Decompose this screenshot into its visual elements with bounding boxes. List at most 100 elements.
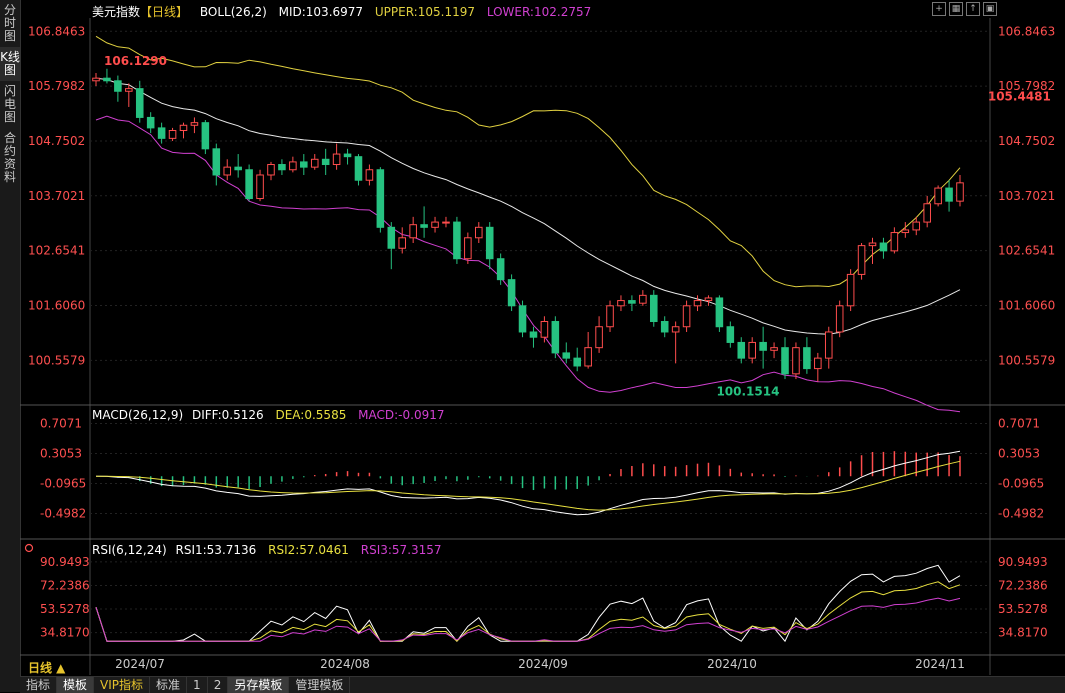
rsi-tick-label-right: 90.9493: [998, 555, 1048, 569]
main-header: 美元指数【日线】 BOLL(26,2) MID:103.6977 UPPER:1…: [92, 3, 599, 20]
grid-icon[interactable]: ▦: [949, 2, 963, 16]
boll-lower: LOWER:102.2757: [486, 5, 592, 19]
boll-label[interactable]: BOLL(26,2): [199, 5, 267, 19]
rsi1-value: RSI1:53.7136: [175, 543, 257, 557]
candle-body: [453, 221, 461, 260]
candle-body: [562, 352, 571, 359]
candle-body: [475, 226, 483, 239]
candle-body: [289, 161, 297, 171]
tab-standard[interactable]: 标准: [150, 677, 188, 693]
candle-body: [540, 321, 549, 338]
macd-tick-label-right: 0.7071: [998, 416, 1040, 430]
tab-timeshare[interactable]: 分时图: [3, 3, 16, 43]
candle-body: [529, 331, 538, 338]
tab-indicator[interactable]: 指标: [20, 677, 58, 693]
macd-dea: DEA:0.5585: [275, 408, 347, 422]
candle-body: [824, 331, 833, 359]
candle-body: [551, 321, 560, 354]
candle-body: [387, 226, 396, 249]
candle-body: [660, 321, 669, 333]
candle-body: [300, 161, 308, 168]
macd-header: MACD(26,12,9) DIFF:0.5126 DEA:0.5585 MAC…: [92, 408, 453, 422]
price-tick-label-left: 102.6541: [28, 244, 85, 258]
candle-body: [409, 224, 417, 239]
candle-body: [420, 224, 428, 228]
left-toolbar: 分时图 K线图 闪电图 合约资料: [0, 0, 21, 692]
candle-body: [912, 221, 921, 231]
tab-vip[interactable]: VIP指标: [94, 677, 151, 693]
candle-body: [573, 357, 581, 367]
candle-body: [92, 77, 100, 82]
arrow-icon[interactable]: ↑: [966, 2, 980, 16]
tab-contract[interactable]: 合约资料: [3, 131, 16, 184]
candle-body: [398, 237, 407, 249]
candle-body: [114, 80, 122, 92]
candle-body: [814, 357, 822, 370]
rsi-tick-label-left: 34.8170: [40, 626, 90, 640]
candle-body: [748, 341, 756, 359]
candle-body: [157, 127, 166, 139]
price-tick-label-left: 101.6060: [28, 298, 85, 312]
tab-kline[interactable]: K线图: [0, 47, 20, 81]
price-annotation: 100.1514: [716, 385, 779, 399]
window-controls: + ▦ ↑ ▣: [932, 2, 997, 16]
candle-body: [103, 77, 111, 82]
macd-label[interactable]: MACD(26,12,9): [92, 408, 184, 422]
tab-save-template[interactable]: 另存模板: [228, 677, 290, 693]
tab-1[interactable]: 1: [187, 677, 208, 693]
candle-body: [704, 297, 713, 302]
tab-2[interactable]: 2: [208, 677, 229, 693]
candle-body: [901, 229, 910, 234]
price-tick-label-right: 102.6541: [998, 244, 1055, 258]
price-tick-label-right: 104.7502: [998, 134, 1055, 148]
candle-body: [792, 347, 800, 375]
candle-body: [310, 158, 319, 168]
rsi1-line: [95, 564, 961, 643]
candle-body: [857, 245, 866, 275]
candle-body: [956, 182, 964, 202]
rsi-tick-label-left: 53.5278: [40, 602, 90, 616]
candle-body: [945, 187, 953, 202]
candle-body: [584, 347, 592, 367]
period-button[interactable]: 日线 ▲: [28, 661, 66, 675]
macd-tick-label-right: -0.4982: [998, 506, 1044, 520]
candle-body: [726, 326, 735, 343]
time-axis-label: 2024/07: [115, 657, 165, 671]
candle-body: [179, 124, 188, 132]
candle-body: [485, 226, 494, 260]
candle-body: [649, 294, 658, 323]
candle-body: [934, 187, 942, 205]
rsi-tick-label-right: 53.5278: [998, 602, 1048, 616]
tab-template[interactable]: 模板: [57, 677, 95, 693]
price-tick-label-left: 100.5579: [28, 353, 85, 367]
price-tick-label-right: 103.7021: [998, 189, 1055, 203]
crosshair-icon[interactable]: +: [932, 2, 946, 16]
candle-body: [464, 237, 472, 260]
rsi-header: RSI(6,12,24) RSI1:53.7136 RSI2:57.0461 R…: [92, 543, 450, 557]
time-axis-label: 2024/10: [707, 657, 757, 671]
rsi-label[interactable]: RSI(6,12,24): [92, 543, 167, 557]
macd-diff: DIFF:0.5126: [191, 408, 264, 422]
period-label: 【日线】: [140, 5, 189, 19]
tab-manage-template[interactable]: 管理模板: [289, 677, 351, 693]
candle-body: [321, 158, 330, 166]
rsi-settings-icon: [24, 543, 34, 553]
candle-body: [781, 347, 789, 375]
price-tick-label-left: 106.8463: [28, 24, 85, 38]
boll-upper-line: [95, 35, 961, 288]
candle-body: [135, 88, 144, 118]
boll-upper: UPPER:105.1197: [374, 5, 475, 19]
zoom-icon[interactable]: ▣: [983, 2, 997, 16]
tab-flash[interactable]: 闪电图: [3, 84, 16, 124]
candle-body: [223, 166, 232, 176]
candle-body: [376, 169, 385, 228]
macd-tick-label-left: 0.7071: [40, 416, 82, 430]
rsi-tick-label-left: 72.2386: [40, 578, 90, 592]
candle-body: [518, 305, 527, 333]
candle-body: [343, 153, 352, 158]
macd-tick-label-left: -0.0965: [40, 476, 86, 490]
price-tick-label-left: 103.7021: [28, 189, 85, 203]
price-tick-label-left: 104.7502: [28, 134, 85, 148]
boll-mid-line: [95, 77, 961, 335]
